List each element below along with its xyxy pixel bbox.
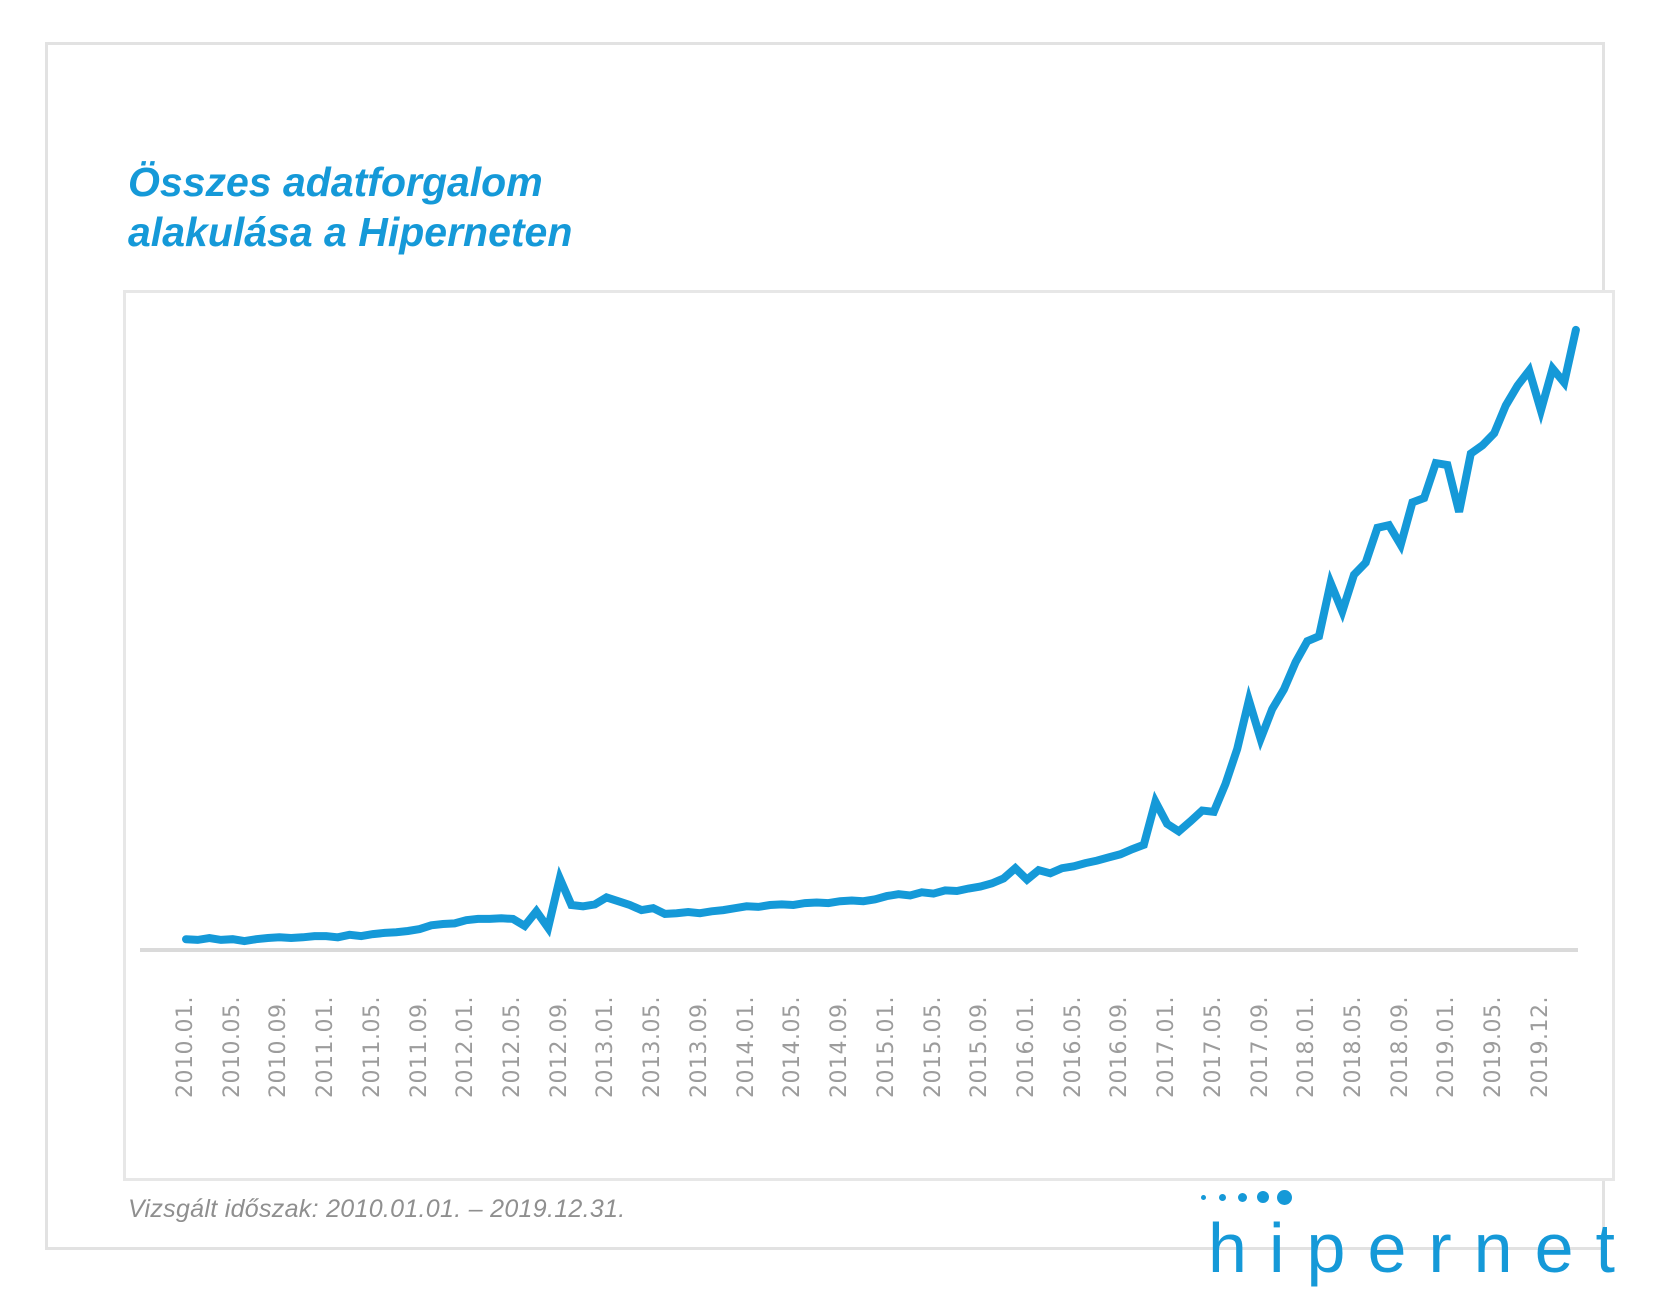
examined-period-note: Vizsgált időszak: 2010.01.01. – 2019.12.… [128,1195,626,1223]
x-axis-label: 2010.01. [173,996,198,1098]
x-axis-label: 2016.09. [1107,996,1133,1098]
title-line-1: Összes adatforgalom [128,159,543,205]
x-axis-label: 2019.05. [1481,996,1507,1098]
x-axis-label: 2014.05. [780,996,806,1098]
logo-text: hipernet [1208,1209,1637,1287]
x-axis-label: 2012.09. [546,996,572,1098]
x-axis-label: 2014.01. [733,996,759,1098]
logo-dot-icon [1257,1191,1269,1203]
x-axis-label: 2012.05. [500,996,526,1098]
x-axis-label: 2018.05. [1341,996,1366,1098]
logo-dot-icon [1201,1194,1206,1200]
x-axis-label: 2011.09. [406,996,432,1098]
x-axis-label: 2013.05. [640,996,666,1098]
x-axis-label: 2019.01. [1434,996,1460,1098]
x-axis-label: 2016.01. [1013,996,1039,1098]
x-axis-label: 2015.09. [967,996,993,1098]
x-axis-label: 2012.01. [453,996,479,1098]
x-axis-label: 2013.01. [593,996,619,1098]
x-axis-label: 2015.01. [873,996,899,1098]
x-axis-label: 2018.01. [1294,996,1320,1098]
x-axis-label: 2017.09. [1247,996,1273,1098]
title-line-2: alakulása a Hiperneten [128,209,573,255]
card: Összes adatforgalom alakulása a Hipernete… [45,42,1615,1283]
x-axis-label: 2010.09. [266,996,292,1098]
x-axis-label: 2017.01. [1154,996,1180,1098]
x-axis-label: 2011.01. [313,996,339,1098]
x-axis-label: 2019.12. [1527,996,1553,1098]
x-axis-label: 2018.09. [1387,996,1413,1098]
x-axis-label: 2010.05. [219,996,245,1098]
traffic-line [182,325,1580,946]
page-title: Összes adatforgalom alakulása a Hipernete… [128,157,572,257]
x-axis-label: 2015.05. [920,996,946,1098]
traffic-line-chart [140,325,1580,952]
x-axis-label: 2013.09. [686,996,712,1098]
x-axis-label: 2011.05. [359,996,385,1098]
chart-area: 2010.01. 2010.05. 2010.09. 2011.01. 2011.05.… [123,290,1615,1181]
logo-dots-icon [1201,1189,1292,1205]
logo-dot-icon [1277,1189,1292,1205]
x-axis-label: 2017.05. [1200,996,1226,1098]
logo-dot-icon [1219,1193,1226,1201]
hipernet-logo: hipernet [1183,1187,1615,1291]
x-axis-label: 2014.09. [827,996,853,1098]
x-axis-label: 2016.05. [1060,996,1086,1098]
logo-dot-icon [1238,1192,1247,1202]
